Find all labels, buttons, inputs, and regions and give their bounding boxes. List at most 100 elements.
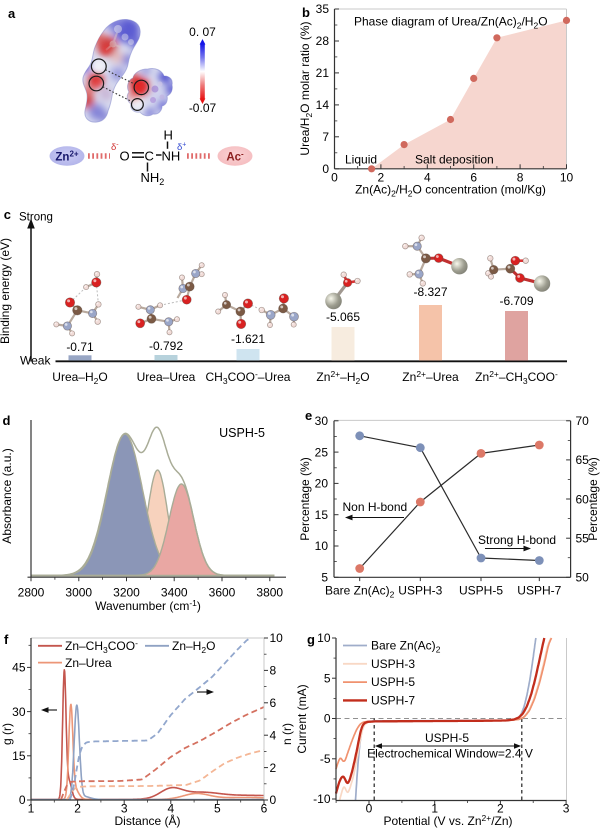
svg-text:-1.621: -1.621 — [231, 332, 265, 346]
svg-text:a: a — [8, 6, 16, 21]
svg-text:25: 25 — [315, 445, 329, 459]
svg-text:Liquid: Liquid — [345, 153, 377, 167]
svg-text:5: 5 — [324, 671, 331, 685]
svg-text:NH: NH — [162, 149, 181, 164]
svg-text:1: 1 — [431, 802, 438, 816]
svg-text:Absorbance (a.u.): Absorbance (a.u.) — [0, 448, 14, 543]
svg-text:28: 28 — [316, 34, 330, 48]
svg-text:10: 10 — [317, 631, 331, 645]
svg-text:60: 60 — [576, 492, 590, 506]
svg-text:3400: 3400 — [161, 586, 188, 600]
svg-text:70: 70 — [576, 414, 590, 428]
svg-text:USPH-7: USPH-7 — [371, 693, 415, 707]
svg-text:3000: 3000 — [65, 586, 92, 600]
svg-text:2: 2 — [378, 171, 385, 185]
svg-text:CH3​COO-​–Urea: CH3​COO-​–Urea — [206, 369, 291, 386]
svg-text:-5: -5 — [320, 752, 331, 766]
svg-text:21: 21 — [316, 66, 330, 80]
svg-text:30: 30 — [315, 414, 329, 428]
svg-text:Current (mA): Current (mA) — [295, 684, 309, 753]
svg-text:15: 15 — [315, 508, 329, 522]
svg-text:Weak: Weak — [20, 354, 51, 368]
svg-text:n (r): n (r) — [280, 723, 294, 745]
svg-text:Urea/H2​O molar ratio (%): Urea/H2​O molar ratio (%) — [298, 21, 314, 155]
svg-text:20: 20 — [315, 477, 329, 491]
svg-text:Percentage (%): Percentage (%) — [586, 457, 600, 540]
svg-text:3: 3 — [121, 802, 128, 816]
svg-text:0: 0 — [331, 171, 338, 185]
svg-text:Potential (V vs. Zn2+​/Zn): Potential (V vs. Zn2+​/Zn) — [383, 813, 512, 828]
svg-text:Phase diagram of Urea/Zn(Ac)2​: Phase diagram of Urea/Zn(Ac)2​/H2​O — [354, 15, 548, 31]
svg-text:8: 8 — [270, 664, 277, 678]
svg-text:10: 10 — [270, 631, 284, 645]
svg-text:4: 4 — [167, 802, 174, 816]
svg-text:Binding energy (eV): Binding energy (eV) — [0, 238, 12, 344]
svg-text:δ+​: δ+​ — [177, 142, 186, 154]
svg-text:0: 0 — [366, 802, 373, 816]
svg-text:Zn2+​–CH3​COO-​: Zn2+​–CH3​COO-​ — [475, 369, 558, 386]
svg-text:2: 2 — [270, 761, 277, 775]
svg-text:Zn2+​–Urea: Zn2+​–Urea — [402, 369, 459, 384]
svg-text:2: 2 — [74, 802, 81, 816]
svg-text:0: 0 — [322, 162, 329, 176]
svg-text:15: 15 — [12, 749, 26, 763]
svg-text:Distance (Å): Distance (Å) — [114, 813, 180, 828]
svg-text:Bare Zn(Ac)2​: Bare Zn(Ac)2​ — [371, 639, 441, 655]
svg-text:Salt deposition: Salt deposition — [415, 153, 494, 167]
svg-text:d: d — [3, 413, 11, 428]
svg-text:O: O — [120, 149, 130, 164]
svg-text:0: 0 — [324, 712, 331, 726]
svg-text:USPH-3: USPH-3 — [371, 657, 415, 671]
svg-text:Zn–CH3​COO-​: Zn–CH3​COO-​ — [65, 638, 138, 655]
svg-text:Percentage (%): Percentage (%) — [298, 457, 312, 540]
svg-text:8: 8 — [517, 171, 524, 185]
svg-text:Electrochemical Window=2.4 V: Electrochemical Window=2.4 V — [367, 747, 533, 761]
svg-text:USPH-5: USPH-5 — [459, 584, 503, 598]
svg-text:Ac-​: Ac-​ — [226, 150, 244, 164]
svg-text:Urea–Urea: Urea–Urea — [137, 370, 196, 384]
svg-text:6: 6 — [261, 802, 268, 816]
svg-text:USPH-7: USPH-7 — [517, 584, 561, 598]
svg-text:5: 5 — [214, 802, 221, 816]
svg-text:Non H-bond: Non H-bond — [343, 500, 408, 514]
svg-text:10: 10 — [560, 171, 574, 185]
svg-text:2: 2 — [497, 802, 504, 816]
svg-text:4: 4 — [424, 171, 431, 185]
svg-text:USPH-5: USPH-5 — [425, 731, 469, 745]
svg-text:Zn–Urea: Zn–Urea — [65, 656, 112, 670]
svg-text:35: 35 — [316, 2, 330, 16]
svg-text:45: 45 — [12, 661, 26, 675]
svg-text:NH2​: NH2​ — [141, 170, 165, 187]
svg-text:3: 3 — [563, 802, 570, 816]
svg-text:c: c — [4, 207, 11, 222]
svg-text:-6.709: -6.709 — [499, 294, 533, 308]
svg-text:f: f — [4, 632, 9, 647]
svg-text:0: 0 — [270, 793, 277, 807]
svg-text:10: 10 — [315, 539, 329, 553]
svg-text:6: 6 — [470, 171, 477, 185]
svg-text:5: 5 — [321, 571, 328, 585]
svg-text:USPH-5: USPH-5 — [219, 426, 265, 440]
svg-text:Zn(Ac)2​/H2​O concentration (m: Zn(Ac)2​/H2​O concentration (mol/Kg) — [355, 183, 546, 199]
svg-text:g (r): g (r) — [0, 723, 14, 745]
svg-text:g: g — [307, 632, 315, 647]
svg-text:4: 4 — [270, 728, 277, 742]
svg-text:USPH-5: USPH-5 — [371, 675, 415, 689]
svg-text:3200: 3200 — [113, 586, 140, 600]
svg-text:Strong H-bond: Strong H-bond — [478, 533, 556, 547]
svg-text:Zn–H2​O: Zn–H2​O — [172, 639, 215, 655]
svg-text:Strong: Strong — [19, 212, 53, 224]
svg-text:3600: 3600 — [209, 586, 236, 600]
svg-text:14: 14 — [316, 98, 330, 112]
svg-text:-0.07: -0.07 — [189, 101, 217, 115]
svg-text:b: b — [302, 5, 310, 20]
svg-text:30: 30 — [12, 705, 26, 719]
svg-text:-0.792: -0.792 — [149, 339, 183, 353]
svg-text:-5.065: -5.065 — [326, 310, 360, 324]
svg-text:55: 55 — [576, 531, 590, 545]
svg-text:50: 50 — [576, 571, 590, 585]
svg-text:3800: 3800 — [256, 586, 283, 600]
svg-text:0: 0 — [19, 793, 26, 807]
svg-text:65: 65 — [576, 453, 590, 467]
svg-text:-10: -10 — [313, 792, 331, 806]
